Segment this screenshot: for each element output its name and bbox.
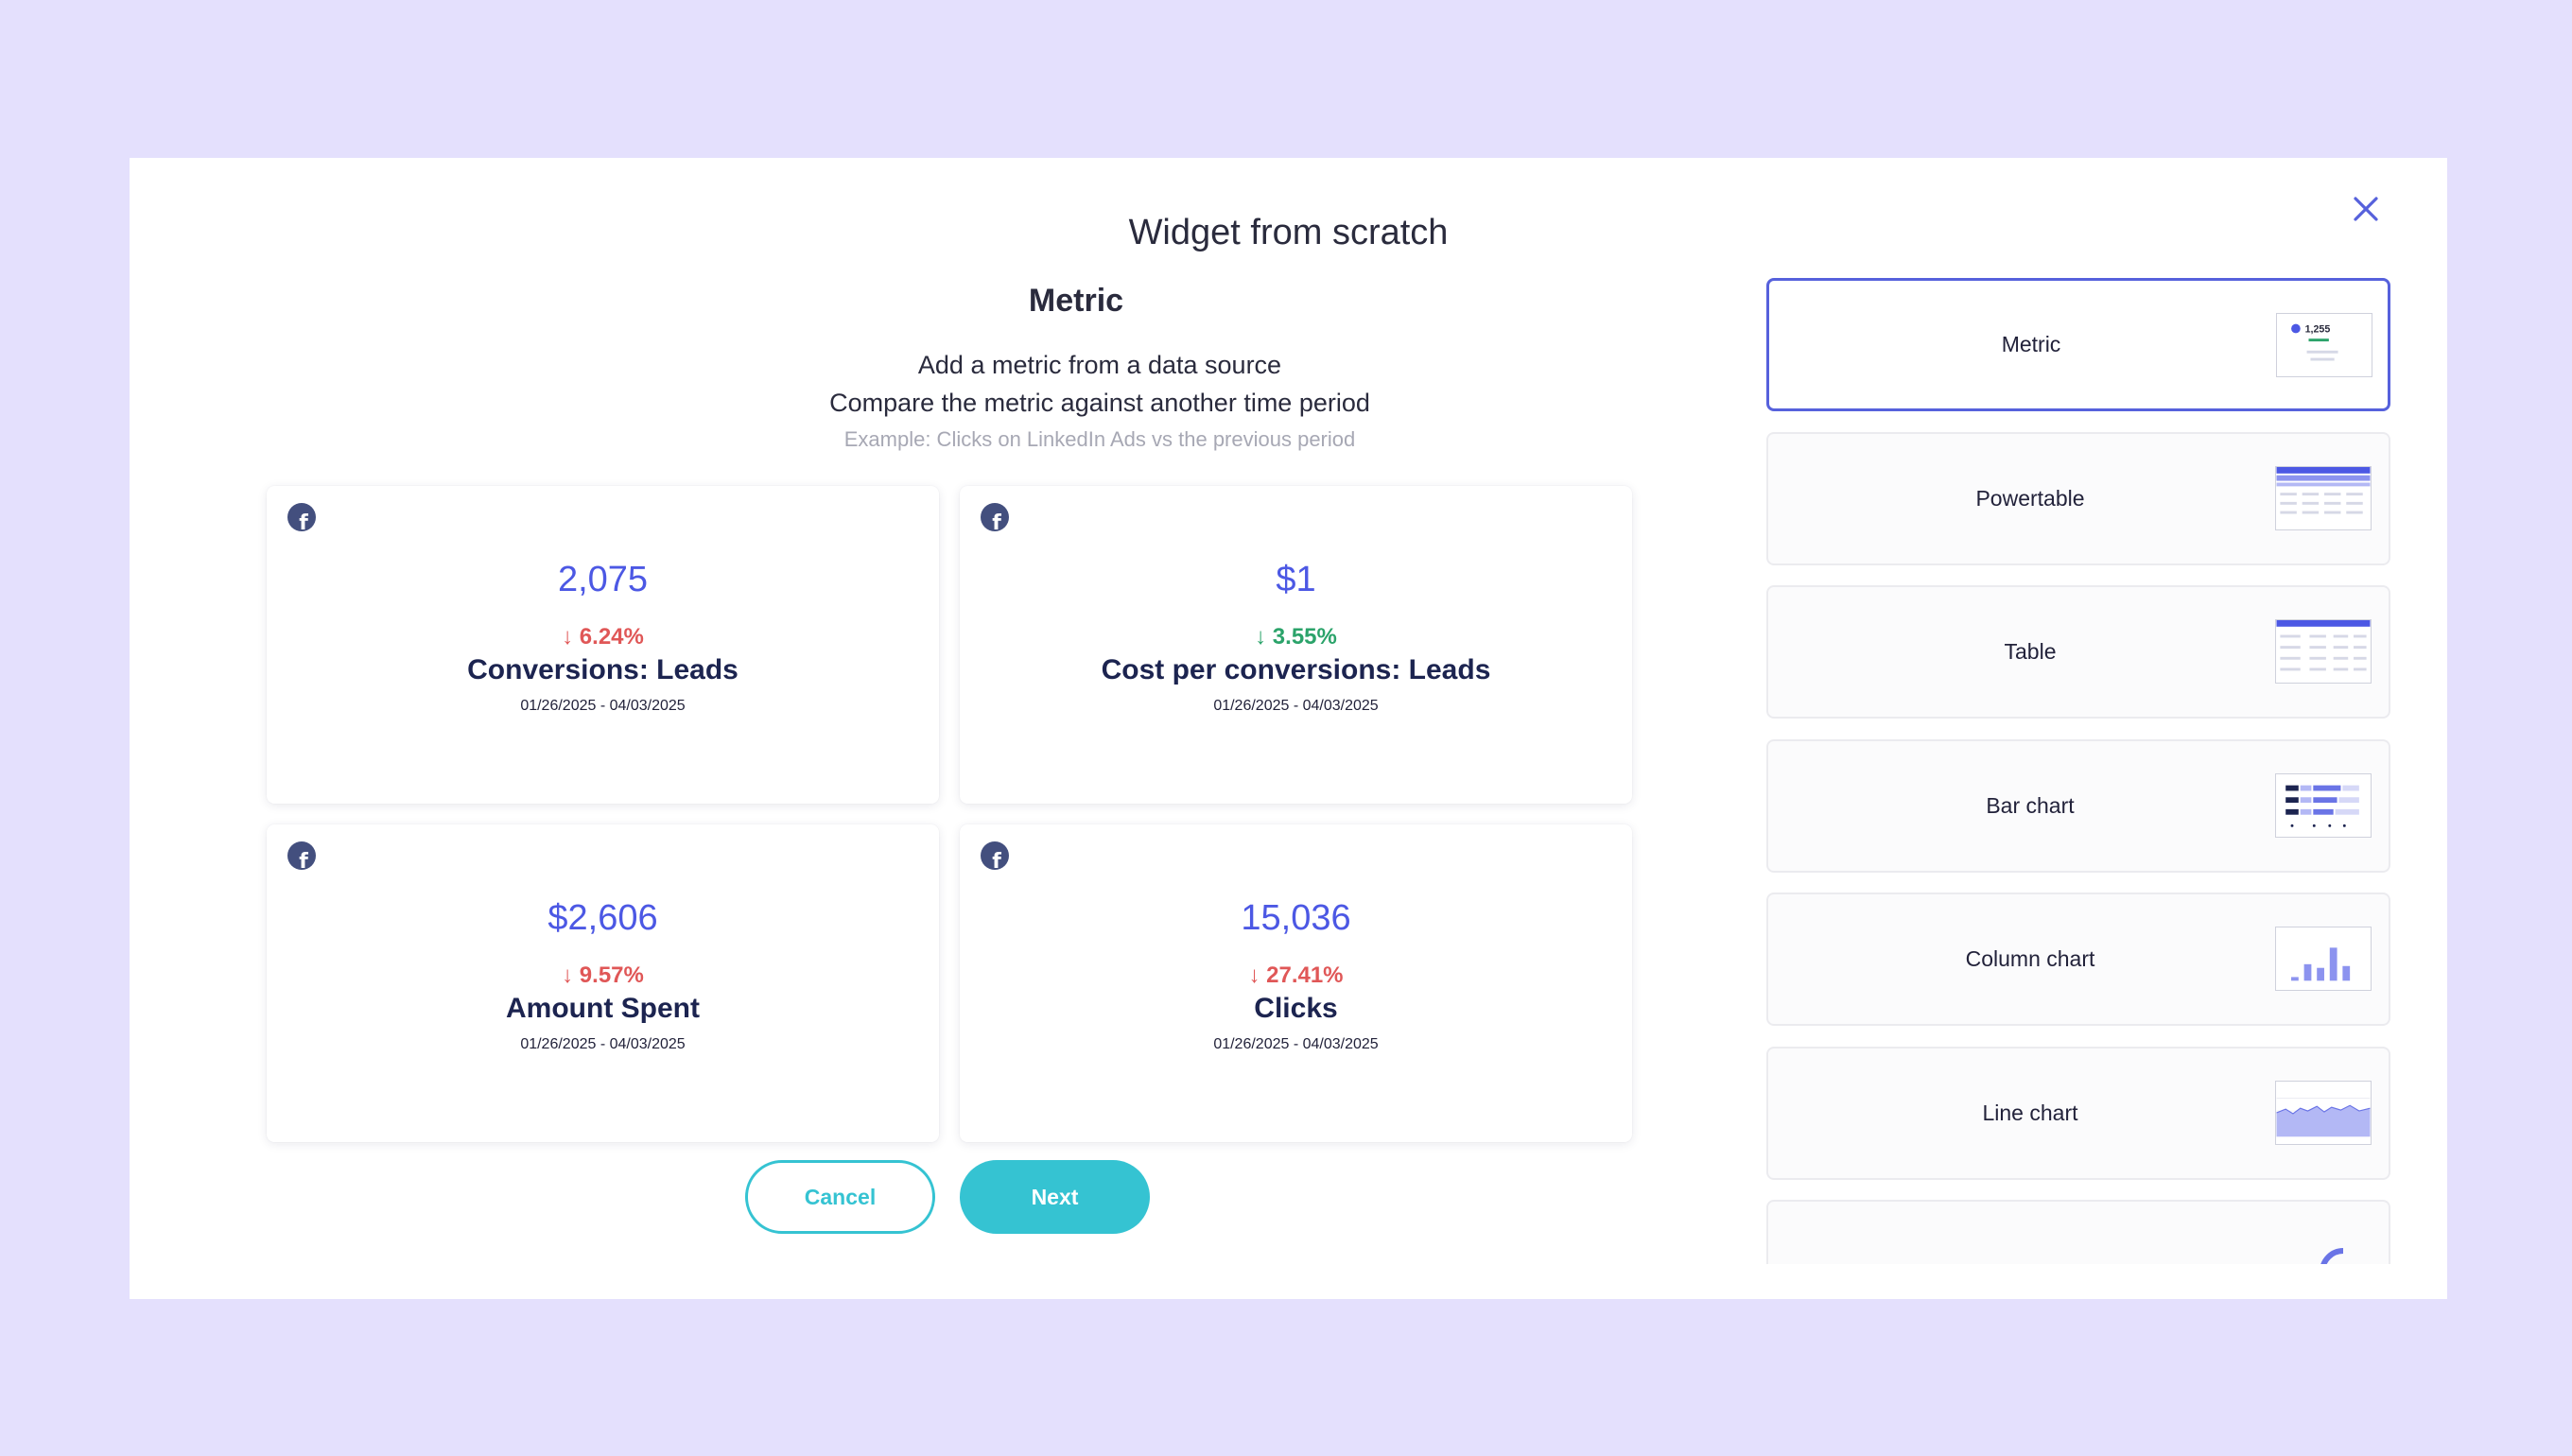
metric-change: ↓ 3.55% xyxy=(1255,624,1337,650)
column-chart-thumbnail xyxy=(2275,927,2372,991)
widget-type-table[interactable]: Table xyxy=(1766,585,2390,719)
metric-date-range: 01/26/2025 - 04/03/2025 xyxy=(1213,698,1379,714)
facebook-icon: f xyxy=(287,841,316,870)
widget-type-thumbnail xyxy=(2320,1248,2344,1264)
metric-preview-card: f 2,075 ↓ 6.24% Conversions: Leads 01/26… xyxy=(267,486,939,804)
widget-type-label: Line chart xyxy=(1982,1101,2078,1125)
widget-type-label: Table xyxy=(2004,639,2057,664)
cancel-button[interactable]: Cancel xyxy=(745,1160,935,1234)
powertable-thumbnail xyxy=(2275,466,2372,530)
table-thumbnail xyxy=(2275,619,2372,684)
metric-change: ↓ 6.24% xyxy=(562,624,644,650)
metric-value: $2,606 xyxy=(547,898,658,938)
metric-label: Cost per conversions: Leads xyxy=(1101,654,1491,685)
widget-type-metric[interactable]: Metric 1,255 xyxy=(1766,278,2390,411)
metric-change: ↓ 27.41% xyxy=(1248,962,1344,988)
line-chart-thumbnail xyxy=(2275,1081,2372,1145)
bar-chart-thumbnail xyxy=(2275,773,2372,838)
metric-label: Clicks xyxy=(1254,993,1338,1024)
metric-label: Amount Spent xyxy=(506,993,700,1024)
metric-preview-card: f $1 ↓ 3.55% Cost per conversions: Leads… xyxy=(960,486,1632,804)
widget-type-bar-chart[interactable]: Bar chart xyxy=(1766,739,2390,873)
widget-type-label: Bar chart xyxy=(1986,793,2075,818)
metric-preview-card: f $2,606 ↓ 9.57% Amount Spent 01/26/2025… xyxy=(267,824,939,1142)
widget-type-powertable[interactable]: Powertable xyxy=(1766,432,2390,565)
widget-type-line-chart[interactable]: Line chart xyxy=(1766,1047,2390,1180)
metric-date-range: 01/26/2025 - 04/03/2025 xyxy=(1213,1036,1379,1052)
metric-thumbnail-value: 1,255 xyxy=(2305,323,2331,335)
widget-type-title: Metric xyxy=(1028,283,1124,319)
widget-type-next-partial[interactable] xyxy=(1766,1200,2390,1264)
facebook-icon: f xyxy=(287,503,316,531)
metric-thumbnail: 1,255 xyxy=(2276,313,2372,377)
widget-type-label: Metric xyxy=(2001,332,2061,356)
next-button[interactable]: Next xyxy=(960,1160,1150,1234)
metric-value: 15,036 xyxy=(1241,898,1351,938)
metric-value: $1 xyxy=(1276,560,1316,599)
modal-title: Widget from scratch xyxy=(1128,213,1449,252)
widget-type-column-chart[interactable]: Column chart xyxy=(1766,893,2390,1026)
widget-type-description: Add a metric from a data source xyxy=(917,351,1282,379)
close-button[interactable] xyxy=(2343,186,2389,232)
widget-type-list: Metric 1,255 Powertable xyxy=(1766,278,2404,1264)
widget-type-label: Powertable xyxy=(1975,486,2085,511)
metric-date-range: 01/26/2025 - 04/03/2025 xyxy=(520,1036,686,1052)
widget-modal: Widget from scratch Metric Add a metric … xyxy=(130,158,2447,1299)
facebook-icon: f xyxy=(981,841,1009,870)
metric-label: Conversions: Leads xyxy=(467,654,739,685)
widget-type-example: Example: Clicks on LinkedIn Ads vs the p… xyxy=(843,427,1356,451)
widget-type-label: Column chart xyxy=(1965,946,2095,971)
metric-value: 2,075 xyxy=(557,560,649,599)
facebook-icon: f xyxy=(981,503,1009,531)
close-icon xyxy=(2354,197,2378,221)
metric-change: ↓ 9.57% xyxy=(562,962,644,988)
widget-type-description-2: Compare the metric against another time … xyxy=(829,389,1370,417)
metric-preview-card: f 15,036 ↓ 27.41% Clicks 01/26/2025 - 04… xyxy=(960,824,1632,1142)
metric-date-range: 01/26/2025 - 04/03/2025 xyxy=(520,698,686,714)
